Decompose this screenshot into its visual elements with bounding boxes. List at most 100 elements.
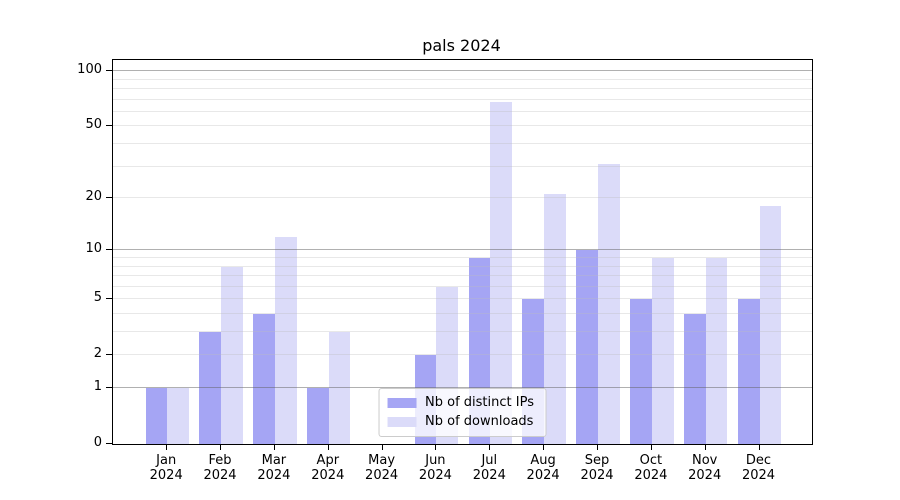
gridline-minor xyxy=(113,165,812,167)
x-tick-month: Dec xyxy=(745,453,772,468)
x-tick-label-apr: Apr 2024 xyxy=(296,453,360,483)
gridline-major xyxy=(113,387,812,388)
gridline-minor xyxy=(113,275,812,276)
x-tick-month: Feb xyxy=(208,453,232,468)
gridline-minor xyxy=(113,110,812,112)
x-tick-month: Jun xyxy=(425,453,446,468)
y-tick-mark xyxy=(106,70,112,72)
x-tick-mark xyxy=(597,444,598,450)
x-tick-mark xyxy=(220,444,221,450)
x-tick-label-aug: Aug 2024 xyxy=(511,453,575,483)
y-tick-mark xyxy=(106,125,112,127)
x-tick-year: 2024 xyxy=(203,468,237,483)
bar-downloads-dec xyxy=(759,206,782,444)
gridline-minor xyxy=(113,331,812,332)
gridline-minor xyxy=(113,125,812,127)
bar-downloads-jan xyxy=(167,388,189,444)
bar-distinct-ips-jan xyxy=(145,388,168,444)
legend-label-distinct-ips: Nb of distinct IPs xyxy=(425,395,534,410)
x-tick-year: 2024 xyxy=(149,468,183,483)
x-tick-year: 2024 xyxy=(526,468,560,483)
x-tick-month: Sep xyxy=(584,453,610,468)
gridline-minor xyxy=(113,88,812,89)
y-tick-label: 5 xyxy=(93,290,102,306)
x-tick-mark xyxy=(704,444,706,450)
bar-downloads-oct xyxy=(651,258,674,444)
x-tick-mark xyxy=(489,444,491,450)
x-tick-month: Aug xyxy=(530,453,556,468)
y-tick-label: 20 xyxy=(85,189,102,205)
legend-swatch-downloads xyxy=(387,417,417,427)
x-tick-year: 2024 xyxy=(418,468,452,483)
y-tick-mark xyxy=(106,197,112,199)
x-tick-month: Jul xyxy=(481,453,498,468)
x-tick-label-oct: Oct 2024 xyxy=(619,453,683,483)
x-tick-month: Nov xyxy=(692,453,718,468)
legend-entry-distinct-ips: Nb of distinct IPs xyxy=(387,396,534,410)
y-tick-label: 10 xyxy=(85,241,102,257)
x-tick-year: 2024 xyxy=(257,468,291,483)
bar-distinct-ips-apr xyxy=(307,388,329,444)
gridline-minor xyxy=(113,265,812,267)
legend: Nb of distinct IPs Nb of downloads xyxy=(378,388,547,437)
x-tick-mark xyxy=(327,444,329,450)
bar-downloads-feb xyxy=(221,266,243,444)
x-tick-label-jan: Jan 2024 xyxy=(134,453,198,483)
x-tick-mark xyxy=(758,444,760,450)
bar-distinct-ips-sep xyxy=(576,250,598,444)
bar-distinct-ips-dec xyxy=(737,299,760,444)
x-tick-month: Oct xyxy=(639,453,663,468)
bar-downloads-apr xyxy=(328,332,351,444)
bar-distinct-ips-oct xyxy=(630,299,652,444)
gridline-major xyxy=(113,249,812,251)
x-tick-label-mar: Mar 2024 xyxy=(242,453,306,483)
x-tick-year: 2024 xyxy=(580,468,614,483)
x-tick-mark xyxy=(381,444,383,450)
x-tick-label-dec: Dec 2024 xyxy=(727,453,791,483)
y-tick-mark xyxy=(106,298,112,300)
x-tick-label-jun: Jun 2024 xyxy=(403,453,467,483)
gridline-minor xyxy=(113,197,812,199)
plot-area: Nb of distinct IPs Nb of downloads xyxy=(112,59,813,445)
x-tick-month: Jan xyxy=(156,453,177,468)
x-tick-label-may: May 2024 xyxy=(350,453,414,483)
y-tick-label: 50 xyxy=(85,117,102,133)
bar-distinct-ips-mar xyxy=(253,314,275,444)
gridline-minor xyxy=(113,143,812,144)
x-tick-year: 2024 xyxy=(634,468,668,483)
gridline-minor xyxy=(113,257,812,258)
x-tick-mark xyxy=(650,444,652,450)
gridline-minor xyxy=(113,298,812,300)
x-tick-mark xyxy=(543,444,545,450)
bar-downloads-aug xyxy=(544,194,566,444)
legend-swatch-distinct-ips xyxy=(387,398,417,408)
x-tick-year: 2024 xyxy=(741,468,776,483)
gridline-major xyxy=(113,70,812,72)
gridline-minor xyxy=(113,285,812,287)
y-tick-label: 0 xyxy=(93,435,102,450)
y-tick-label: 1 xyxy=(93,379,102,394)
gridline-minor xyxy=(113,78,812,80)
x-tick-mark xyxy=(273,444,275,450)
x-tick-month: Mar xyxy=(261,453,287,468)
bar-downloads-jul xyxy=(490,102,512,444)
bar-distinct-ips-nov xyxy=(684,314,706,444)
x-tick-month: Apr xyxy=(316,453,340,468)
legend-label-downloads: Nb of downloads xyxy=(425,414,534,429)
bar-downloads-mar xyxy=(274,236,297,444)
x-tick-month: May xyxy=(368,453,396,468)
x-tick-year: 2024 xyxy=(688,468,722,483)
gridline-minor xyxy=(113,98,812,100)
y-tick-label: 2 xyxy=(93,346,102,362)
x-tick-mark xyxy=(166,444,168,450)
bar-downloads-sep xyxy=(598,164,620,444)
x-tick-label-feb: Feb 2024 xyxy=(188,453,252,483)
x-tick-mark xyxy=(435,444,437,450)
x-tick-year: 2024 xyxy=(472,468,506,483)
bar-distinct-ips-feb xyxy=(199,332,222,444)
bar-downloads-nov xyxy=(705,258,728,444)
x-tick-label-jul: Jul 2024 xyxy=(457,453,521,483)
y-tick-mark xyxy=(106,443,112,444)
legend-entry-downloads: Nb of downloads xyxy=(387,415,534,429)
